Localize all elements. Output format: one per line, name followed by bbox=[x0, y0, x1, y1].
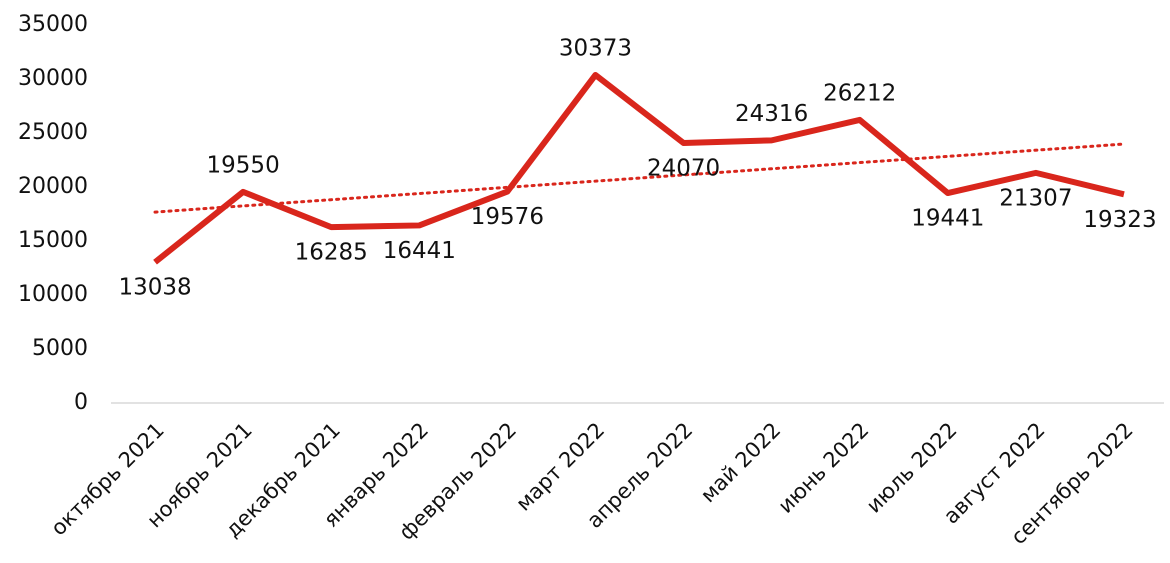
y-tick-label: 25000 bbox=[18, 120, 88, 145]
y-tick-label: 15000 bbox=[18, 228, 88, 253]
y-tick-label: 20000 bbox=[18, 174, 88, 199]
y-tick-label: 30000 bbox=[18, 66, 88, 91]
data-label: 19576 bbox=[471, 204, 544, 230]
data-label: 30373 bbox=[559, 35, 632, 61]
y-tick-label: 35000 bbox=[18, 12, 88, 37]
y-tick-label: 10000 bbox=[18, 282, 88, 307]
data-label: 24070 bbox=[647, 156, 720, 182]
x-tick-label: март 2022 bbox=[511, 418, 609, 516]
y-tick-label: 0 bbox=[74, 390, 88, 415]
data-label: 16441 bbox=[383, 238, 456, 264]
x-tick-label: май 2022 bbox=[696, 418, 785, 507]
x-tick-label: июнь 2022 bbox=[773, 418, 873, 518]
line-series bbox=[153, 71, 1125, 265]
y-tick-label: 5000 bbox=[32, 336, 88, 361]
trendline bbox=[153, 142, 1126, 214]
data-label: 24316 bbox=[735, 101, 808, 127]
data-label: 21307 bbox=[999, 185, 1072, 211]
data-label: 26212 bbox=[823, 80, 896, 106]
data-label: 13038 bbox=[118, 275, 191, 301]
data-label: 19441 bbox=[911, 206, 984, 232]
data-label: 16285 bbox=[295, 240, 368, 266]
data-label: 19550 bbox=[207, 152, 280, 178]
data-label: 19323 bbox=[1083, 207, 1156, 233]
